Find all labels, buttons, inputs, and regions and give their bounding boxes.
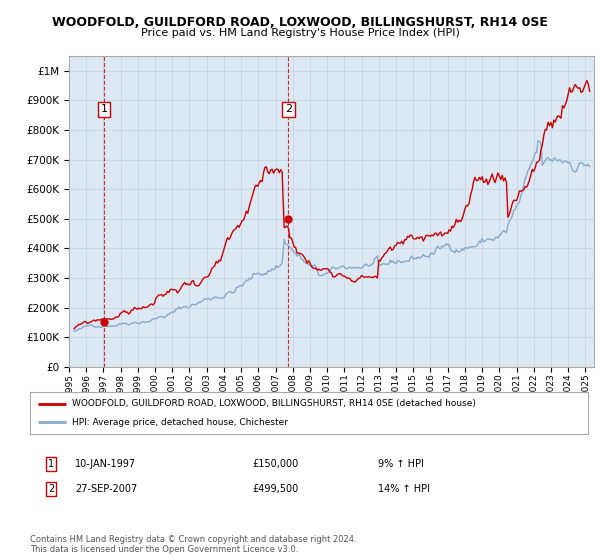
Text: 2: 2 <box>48 484 54 494</box>
Text: 27-SEP-2007: 27-SEP-2007 <box>75 484 137 494</box>
Text: 1: 1 <box>101 104 107 114</box>
Text: Price paid vs. HM Land Registry's House Price Index (HPI): Price paid vs. HM Land Registry's House … <box>140 28 460 38</box>
Text: Contains HM Land Registry data © Crown copyright and database right 2024.
This d: Contains HM Land Registry data © Crown c… <box>30 535 356 554</box>
Text: 1: 1 <box>48 459 54 469</box>
Text: 2: 2 <box>285 104 292 114</box>
Text: 10-JAN-1997: 10-JAN-1997 <box>75 459 136 469</box>
Text: £150,000: £150,000 <box>252 459 298 469</box>
Text: £499,500: £499,500 <box>252 484 298 494</box>
Text: WOODFOLD, GUILDFORD ROAD, LOXWOOD, BILLINGSHURST, RH14 0SE (detached house): WOODFOLD, GUILDFORD ROAD, LOXWOOD, BILLI… <box>72 399 476 408</box>
Text: 9% ↑ HPI: 9% ↑ HPI <box>378 459 424 469</box>
Text: WOODFOLD, GUILDFORD ROAD, LOXWOOD, BILLINGSHURST, RH14 0SE: WOODFOLD, GUILDFORD ROAD, LOXWOOD, BILLI… <box>52 16 548 29</box>
Text: 14% ↑ HPI: 14% ↑ HPI <box>378 484 430 494</box>
Text: HPI: Average price, detached house, Chichester: HPI: Average price, detached house, Chic… <box>72 418 288 427</box>
